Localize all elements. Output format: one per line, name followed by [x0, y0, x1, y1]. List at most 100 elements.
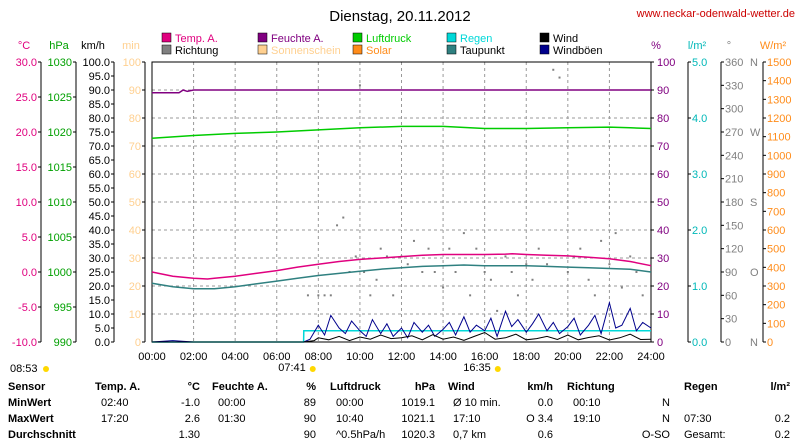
- chart-grid: [151, 61, 652, 343]
- temp-tick-label: 5.0: [22, 232, 37, 244]
- legend-label: Sonnenschein: [271, 45, 341, 57]
- direction-point: [448, 247, 451, 250]
- hdr-dir: Richtung: [567, 381, 615, 393]
- wind-tick-label: 50.0: [89, 197, 110, 209]
- direction-point: [306, 294, 309, 297]
- sunshine-axis-unit: min: [122, 40, 140, 52]
- pressure-tick-label: 1015: [48, 162, 72, 174]
- direction-tick-label: 0: [725, 337, 731, 349]
- solar-tick-label: 700: [767, 206, 785, 218]
- temp-axis-unit: °C: [18, 40, 30, 52]
- direction-point: [504, 255, 507, 258]
- compass-label: N: [750, 337, 758, 349]
- stats-cell-press-val: 1019.1: [401, 397, 435, 409]
- pressure-tick-label: 1025: [48, 92, 72, 104]
- wind-tick-label: 55.0: [89, 183, 110, 195]
- series-line-wind: [152, 331, 652, 343]
- humidity-tick-label: 60: [657, 169, 669, 181]
- stats-row: MinWert 02:40 -1.0 00:00 89 00:00 1019.1 Ø 10 m…: [0, 397, 800, 413]
- temp-tick-label: -5.0: [18, 302, 37, 314]
- humidity-tick-label: 70: [657, 141, 669, 153]
- wind-tick-label: 80.0: [89, 113, 110, 125]
- direction-point: [421, 271, 424, 273]
- stats-cell-rain-val: 0.2: [774, 429, 790, 441]
- humidity-tick-label: 40: [657, 225, 669, 237]
- weather-chart: Dienstag, 20.11.2012 www.neckar-odenwald…: [10, 8, 795, 375]
- stats-cell-wind-val: O 3.4: [526, 413, 553, 425]
- hdr-wind-unit: km/h: [527, 381, 553, 393]
- stats-cell-rain-time: Gesamt:: [684, 429, 726, 441]
- solar-tick-label: 1200: [767, 113, 791, 125]
- direction-point: [558, 76, 561, 79]
- x-axis-ticks: 00:00 02:00 04:00 06:00 08:00 10:00 12:00 14:00…: [138, 351, 665, 363]
- direction-point: [525, 263, 528, 266]
- compass-label: O: [750, 267, 759, 279]
- direction-tick-label: 60: [725, 290, 737, 302]
- sunset-icon: [494, 366, 501, 372]
- solar-tick-label: 800: [767, 188, 785, 200]
- compass-label: S: [750, 197, 757, 209]
- stats-cell-rain-time: 07:30: [684, 413, 712, 425]
- temp-tick-label: 20.0: [16, 127, 37, 139]
- wind-tick-label: 100.0: [82, 57, 110, 69]
- pressure-tick-label: 995: [54, 302, 72, 314]
- hdr-temp-unit: °C: [187, 381, 200, 393]
- direction-point: [317, 294, 320, 297]
- pressure-axis-unit: hPa: [49, 40, 69, 52]
- hdr-rain-unit: l/m²: [770, 381, 790, 393]
- rain-tick-label: 4.0: [692, 113, 707, 125]
- sun-start-icon: [43, 366, 49, 372]
- rain-tick-label: 3.0: [692, 169, 707, 181]
- legend-swatch: [446, 44, 457, 55]
- hdr-sensor: Sensor: [8, 381, 46, 393]
- wind-tick-label: 95.0: [89, 71, 110, 83]
- direction-point: [469, 294, 472, 297]
- sun-start-label: 08:53: [10, 363, 38, 375]
- wind-tick-label: 15.0: [89, 295, 110, 307]
- x-tick-label: 14:00: [429, 351, 457, 363]
- stats-cell-temp-time: 02:40: [101, 397, 129, 409]
- direction-point: [363, 271, 366, 273]
- direction-point: [587, 278, 590, 281]
- sunshine-tick-label: 40: [129, 225, 141, 237]
- chart-series: [151, 68, 652, 343]
- compass-label: N: [750, 57, 758, 69]
- stats-cell-temp-val: -1.0: [181, 397, 200, 409]
- direction-point: [516, 294, 519, 297]
- pressure-tick-label: 1000: [48, 267, 72, 279]
- x-tick-label: 22:00: [596, 351, 624, 363]
- direction-tick-label: 270: [725, 127, 743, 139]
- direction-point: [483, 271, 486, 273]
- sunrise-icon: [309, 366, 316, 372]
- direction-tick-label: 360: [725, 57, 743, 69]
- direction-point: [369, 294, 372, 297]
- legend-swatch: [539, 32, 550, 43]
- website-label: www.neckar-odenwald-wetter.de: [636, 8, 795, 20]
- solar-tick-label: 1000: [767, 150, 791, 162]
- stats-cell-label: MaxWert: [8, 413, 54, 425]
- stats-cell-hum-val: 90: [303, 429, 316, 441]
- humidity-tick-label: 0: [657, 337, 663, 349]
- wind-tick-label: 20.0: [89, 281, 110, 293]
- x-tick-label: 12:00: [388, 351, 416, 363]
- series-line-windben: [151, 300, 652, 343]
- legend-label: Taupunkt: [460, 45, 505, 57]
- sunset-label: 16:35: [463, 362, 491, 374]
- legend-label: Solar: [366, 45, 392, 57]
- sunshine-tick-label: 70: [129, 141, 141, 153]
- x-tick-label: 00:00: [138, 351, 166, 363]
- wind-tick-label: 5.0: [95, 323, 110, 335]
- stats-cell-temp-val: 1.30: [178, 429, 200, 441]
- legend-label: Richtung: [175, 45, 218, 57]
- direction-tick-label: 90: [725, 267, 737, 279]
- direction-point: [412, 239, 415, 242]
- legend-swatch: [257, 44, 268, 55]
- stats-cell-dir-val: N: [662, 397, 670, 409]
- solar-tick-label: 600: [767, 225, 785, 237]
- direction-tick-label: 150: [725, 220, 743, 232]
- direction-point: [375, 278, 378, 281]
- wind-tick-label: 60.0: [89, 169, 110, 181]
- direction-point: [537, 247, 540, 250]
- direction-point: [336, 224, 339, 227]
- temp-tick-label: 15.0: [16, 162, 37, 174]
